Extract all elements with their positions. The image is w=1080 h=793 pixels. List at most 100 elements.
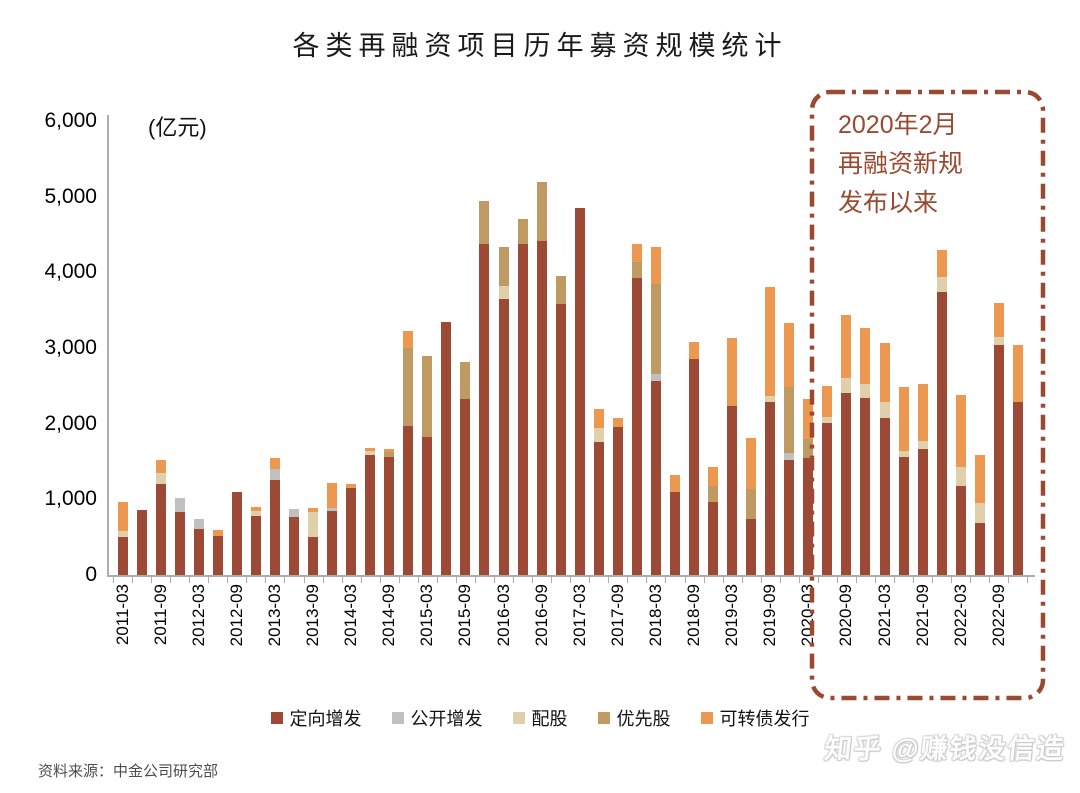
- x-axis-tick-label: 2012-03: [188, 584, 208, 647]
- x-axis-tick: [1027, 577, 1029, 583]
- x-axis-tick: [855, 577, 857, 583]
- x-axis-tick: [703, 577, 705, 583]
- x-axis-tick: [798, 577, 800, 583]
- x-axis-tick: [608, 577, 610, 583]
- y-axis-tick-label: 2,000: [44, 411, 97, 435]
- bar-segment-2011-09: [155, 472, 166, 485]
- bar-segment-2012-03: [193, 519, 204, 529]
- bar-segment-2021-12: [936, 277, 947, 292]
- bar-segment-2020-03: [803, 457, 814, 575]
- legend-label: 配股: [531, 709, 568, 729]
- x-axis-tick-label: 2013-09: [303, 584, 323, 647]
- bar-segment-2021-06: [898, 456, 909, 575]
- bar-segment-2021-09: [917, 448, 928, 575]
- bar-segment-2022-06: [974, 502, 985, 523]
- bar-segment-2017-06: [593, 428, 604, 442]
- legend-label: 可转债发行: [719, 709, 810, 729]
- bar-segment-2018-09: [689, 359, 700, 575]
- bar-segment-2021-12: [936, 292, 947, 575]
- x-axis-tick-label: 2011-03: [112, 584, 132, 646]
- bar-segment-2014-06: [365, 447, 376, 451]
- x-axis-tick: [570, 577, 572, 583]
- bar-segment-2014-12: [403, 425, 414, 575]
- bar-segment-2019-06: [746, 488, 757, 519]
- x-axis-tick: [170, 577, 172, 583]
- bar-segment-2022-03: [955, 466, 966, 486]
- bar-segment-2019-09: [765, 287, 776, 397]
- x-axis-tick: [817, 577, 819, 583]
- bar-segment-2015-09: [460, 361, 471, 399]
- x-axis-tick-label: 2016-03: [493, 584, 513, 647]
- bar-segment-2019-06: [746, 437, 757, 489]
- x-axis-tick: [189, 577, 191, 583]
- x-axis-tick: [760, 577, 762, 583]
- bar-segment-2015-06: [441, 322, 452, 575]
- annotation-dashed-box: [809, 89, 1046, 701]
- bar-segment-2012-06: [212, 535, 223, 575]
- bar-segment-2013-03: [269, 480, 280, 575]
- annotation-line-1: 2020年2月: [838, 111, 958, 139]
- x-axis-tick: [436, 577, 438, 583]
- x-axis-tick: [132, 577, 134, 583]
- bar-segment-2022-06: [974, 454, 985, 503]
- x-axis-tick: [417, 577, 419, 583]
- annotation-line-3: 发布以来: [838, 189, 939, 217]
- x-axis-tick-label: 2014-03: [341, 584, 361, 647]
- x-axis-tick: [341, 577, 343, 583]
- legend-label: 定向增发: [289, 709, 362, 729]
- bar-segment-2012-12: [250, 511, 261, 516]
- legend-item: 优先股: [597, 705, 671, 731]
- bar-segment-2017-03: [574, 208, 585, 575]
- bar-segment-2014-12: [403, 348, 414, 426]
- bar-segment-2020-12: [860, 383, 871, 398]
- x-axis-tick: [246, 577, 248, 583]
- bar-segment-2018-03: [650, 247, 661, 285]
- bar-segment-2013-03: [269, 457, 280, 470]
- x-axis-tick: [932, 577, 934, 583]
- y-axis-tick-label: 0: [85, 563, 97, 586]
- x-axis-tick: [722, 577, 724, 583]
- x-axis-line: [107, 575, 1035, 577]
- bar-segment-2016-03: [498, 285, 509, 299]
- bar-segment-2015-12: [479, 244, 490, 575]
- x-axis-tick: [208, 577, 210, 583]
- legend-swatch-icon: [700, 712, 713, 724]
- legend-swatch-icon: [512, 712, 525, 724]
- bar-segment-2019-12: [784, 452, 795, 460]
- bar-segment-2012-09: [231, 491, 242, 575]
- chart-legend: 定向增发 公开增发 配股 优先股 可转债发行: [0, 705, 1080, 731]
- legend-swatch-icon: [270, 712, 283, 724]
- x-axis-tick-label: 2017-03: [569, 584, 589, 647]
- bar-segment-2016-06: [517, 219, 528, 244]
- bar-segment-2011-03: [117, 501, 128, 532]
- x-axis-tick: [913, 577, 915, 583]
- bar-segment-2019-03: [727, 406, 738, 575]
- bar-segment-2016-03: [498, 298, 509, 575]
- bar-segment-2020-09: [841, 392, 852, 575]
- bar-segment-2014-03: [346, 484, 357, 488]
- bar-segment-2014-06: [365, 450, 376, 456]
- legend-label: 优先股: [616, 709, 671, 729]
- legend-item: 公开增发: [391, 705, 483, 731]
- x-axis-tick: [551, 577, 553, 583]
- bar-segment-2019-12: [784, 386, 795, 453]
- bar-segment-2012-12: [250, 515, 261, 575]
- y-axis-tick-label: 3,000: [44, 336, 97, 359]
- bar-segment-2021-03: [879, 417, 890, 575]
- x-axis-tick: [589, 577, 591, 583]
- legend-item: 定向增发: [270, 705, 362, 731]
- x-axis-tick: [894, 577, 896, 583]
- y-axis-tick-label: 6,000: [44, 109, 97, 132]
- bar-segment-2014-09: [384, 452, 395, 457]
- x-axis-tick: [989, 577, 991, 583]
- bar-segment-2020-03: [803, 399, 814, 439]
- x-axis-tick: [151, 577, 153, 583]
- bar-segment-2019-09: [765, 396, 776, 403]
- x-axis-tick-label: 2015-09: [455, 584, 475, 647]
- bar-segment-2013-09: [308, 537, 319, 575]
- bar-segment-2015-12: [479, 201, 490, 245]
- bar-segment-2017-12: [631, 243, 642, 263]
- bar-segment-2013-12: [327, 507, 338, 511]
- bar-segment-2020-06: [822, 422, 833, 575]
- bar-segment-2021-06: [898, 450, 909, 457]
